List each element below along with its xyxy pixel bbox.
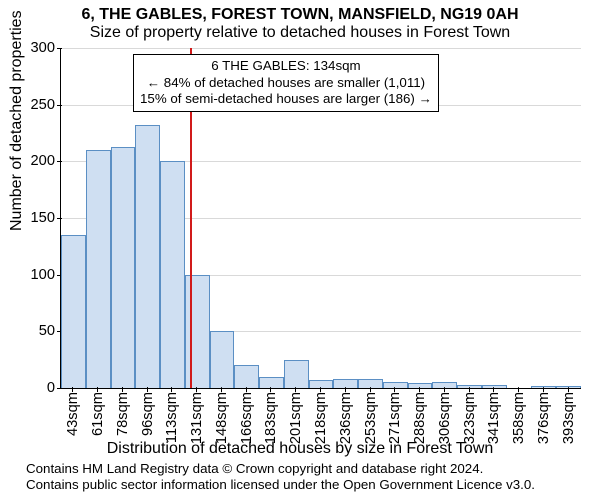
- x-tick-label: 253sqm: [363, 388, 379, 444]
- y-tick-label: 200: [31, 153, 61, 169]
- x-tick-label: 271sqm: [387, 388, 403, 444]
- y-tick-label: 50: [39, 323, 61, 339]
- footnote-line-1: Contains HM Land Registry data © Crown c…: [26, 461, 535, 478]
- y-tick-label: 0: [47, 380, 61, 396]
- x-tick-label: 78sqm: [115, 388, 131, 436]
- x-tick-label: 166sqm: [239, 388, 255, 444]
- y-axis-label: Number of detached properties: [8, 10, 26, 231]
- x-tick-label: 43sqm: [65, 388, 81, 436]
- x-tick-label: 113sqm: [164, 388, 180, 443]
- histogram-bar: [259, 377, 284, 388]
- x-tick-label: 341sqm: [486, 388, 502, 444]
- x-tick-label: 393sqm: [561, 388, 577, 444]
- histogram-bar: [86, 150, 111, 388]
- x-tick-label: 96sqm: [140, 388, 156, 436]
- x-tick-label: 236sqm: [338, 388, 354, 444]
- y-tick-label: 250: [31, 97, 61, 113]
- x-tick-label: 358sqm: [511, 388, 527, 444]
- histogram-bar: [234, 365, 259, 388]
- footnote: Contains HM Land Registry data © Crown c…: [26, 461, 535, 494]
- histogram-bar: [185, 275, 210, 388]
- plot-area: 05010015020025030043sqm61sqm78sqm96sqm11…: [60, 48, 581, 389]
- x-tick-label: 183sqm: [263, 388, 279, 444]
- x-tick-label: 323sqm: [462, 388, 478, 444]
- y-tick-label: 300: [31, 40, 61, 56]
- x-tick-label: 288sqm: [412, 388, 428, 444]
- chart-subtitle: Size of property relative to detached ho…: [0, 24, 600, 42]
- histogram-bar: [284, 360, 309, 388]
- callout-line-1: 6 THE GABLES: 134sqm: [140, 58, 432, 75]
- footnote-line-2: Contains public sector information licen…: [26, 477, 535, 494]
- x-tick-label: 306sqm: [437, 388, 453, 444]
- callout-box: 6 THE GABLES: 134sqm ← 84% of detached h…: [133, 54, 439, 112]
- x-tick-label: 201sqm: [288, 388, 304, 444]
- x-tick-label: 148sqm: [214, 388, 230, 444]
- y-tick-label: 100: [31, 267, 61, 283]
- chart-container: 6, THE GABLES, FOREST TOWN, MANSFIELD, N…: [0, 0, 600, 500]
- histogram-bar: [160, 161, 185, 388]
- y-tick-label: 150: [31, 210, 61, 226]
- callout-line-3: 15% of semi-detached houses are larger (…: [140, 91, 432, 108]
- x-tick-label: 376sqm: [536, 388, 552, 444]
- histogram-bar: [210, 331, 235, 388]
- histogram-bar: [135, 125, 160, 388]
- x-tick-label: 61sqm: [90, 388, 106, 436]
- gridline: [61, 48, 581, 49]
- histogram-bar: [111, 147, 136, 388]
- x-tick-label: 218sqm: [313, 388, 329, 444]
- callout-line-2: ← 84% of detached houses are smaller (1,…: [140, 75, 432, 92]
- x-tick-label: 131sqm: [189, 388, 205, 444]
- histogram-bar: [61, 235, 86, 388]
- chart-title-address: 6, THE GABLES, FOREST TOWN, MANSFIELD, N…: [0, 6, 600, 24]
- x-axis-label: Distribution of detached houses by size …: [0, 440, 600, 458]
